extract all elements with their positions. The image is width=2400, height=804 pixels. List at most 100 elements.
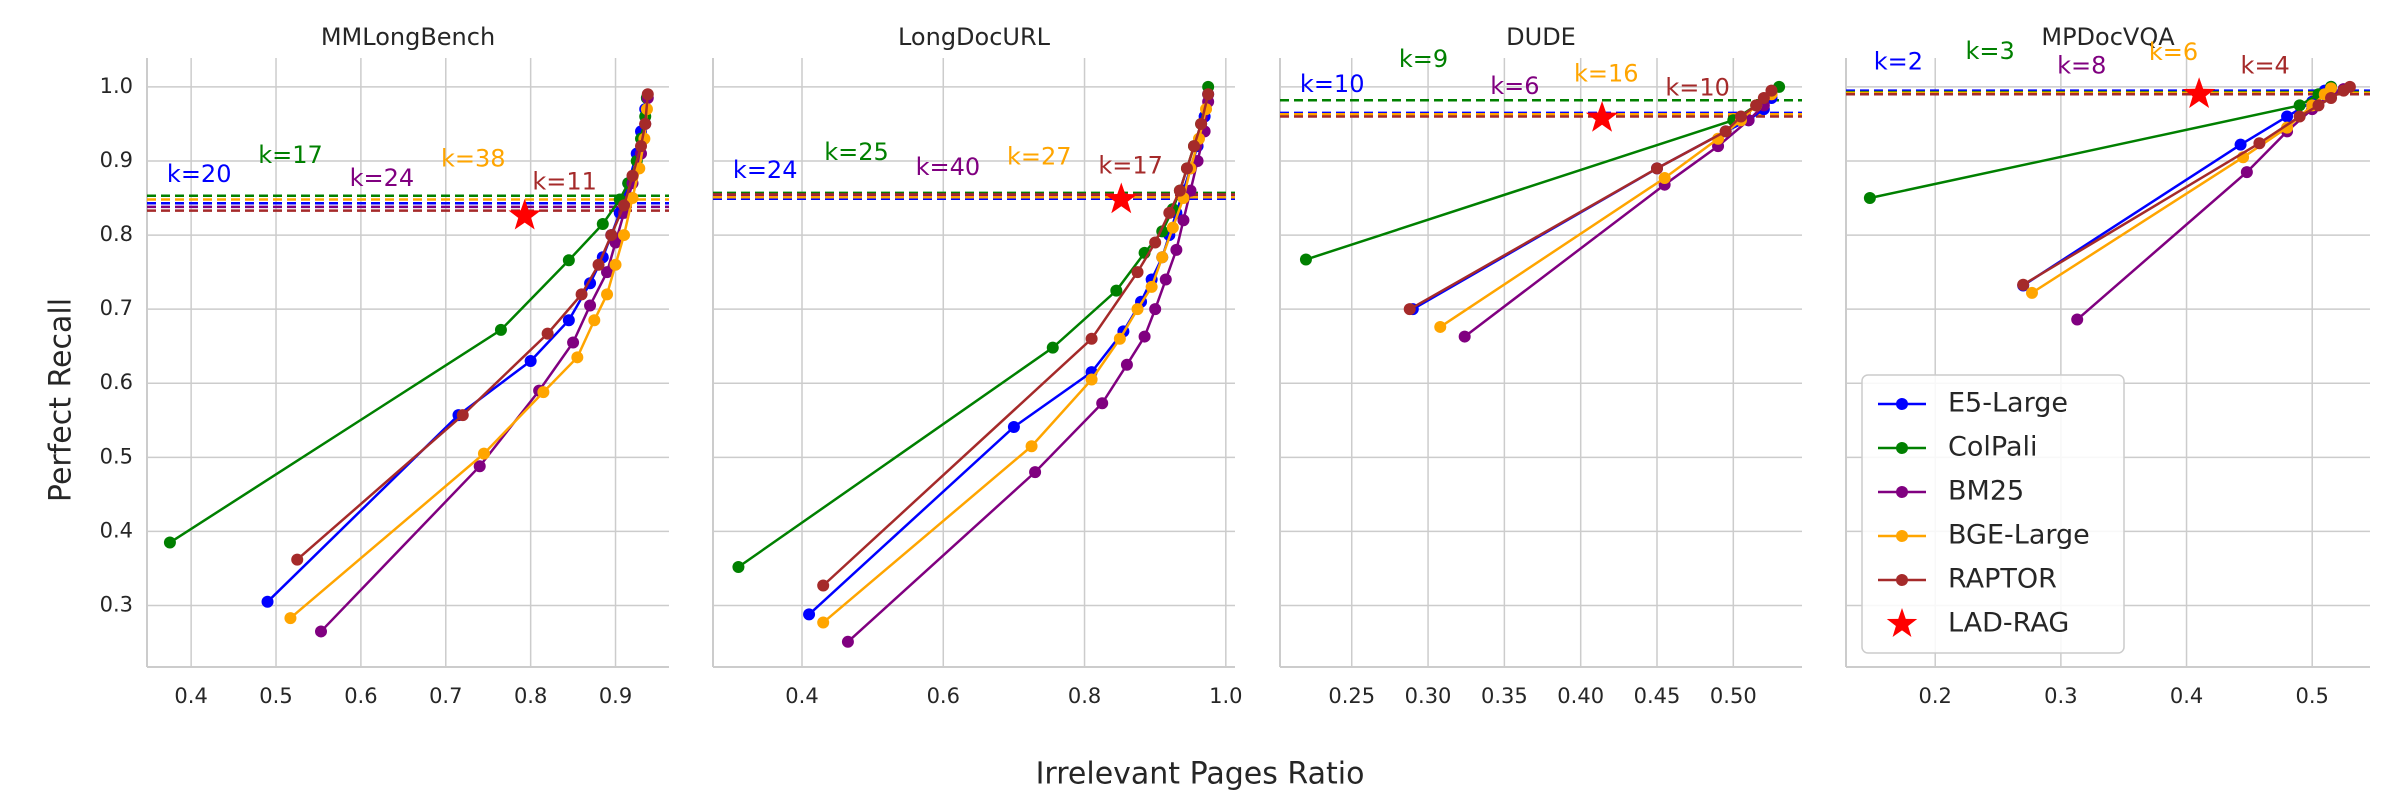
x-tick-label: 0.7 (429, 684, 462, 708)
y-axis-label: Perfect Recall (44, 298, 79, 502)
legend-marker (1896, 442, 1908, 454)
x-tick-label: 0.8 (1068, 684, 1101, 708)
point (2312, 99, 2325, 112)
point (1863, 192, 1876, 205)
point (1299, 253, 1312, 266)
k-label: k=6 (2149, 38, 2198, 66)
point (2025, 286, 2038, 299)
x-tick-label: 0.50 (1710, 684, 1757, 708)
point (1734, 110, 1747, 123)
point (841, 635, 854, 648)
point (1765, 84, 1778, 97)
x-tick-label: 0.8 (514, 684, 547, 708)
legend-marker (1886, 608, 1918, 637)
point (817, 579, 830, 592)
k-label: k=6 (1490, 72, 1539, 100)
point (1110, 284, 1123, 297)
legend-label: LAD-RAG (1948, 608, 2069, 639)
k-label: k=24 (733, 156, 798, 184)
k-label: k=17 (1098, 151, 1163, 179)
point (1046, 341, 1059, 354)
legend-label: ColPali (1948, 432, 2038, 463)
k-label: k=4 (2241, 51, 2290, 79)
x-tick-label: 0.9 (599, 684, 632, 708)
legend-label: BM25 (1948, 476, 2024, 507)
x-tick-label: 0.6 (927, 684, 960, 708)
point (1173, 184, 1186, 197)
point (1007, 420, 1020, 433)
point (609, 258, 622, 271)
point (2240, 166, 2253, 179)
point (163, 536, 176, 549)
k-label: k=20 (167, 160, 232, 188)
legend-label: E5-Large (1948, 388, 2068, 419)
x-tick-label: 0.6 (344, 684, 377, 708)
k-label: k=10 (1665, 74, 1730, 102)
y-tick-label: 0.6 (100, 370, 133, 394)
point (1757, 92, 1770, 105)
point (1149, 303, 1162, 316)
k-label: k=25 (824, 138, 889, 166)
x-tick-label: 0.35 (1481, 684, 1528, 708)
panel: 0.4 0.6 0.8 1.0 LongDocURL k=24 k=25 k=40 k=27 k=… (712, 23, 1243, 708)
y-tick-label: 0.8 (100, 222, 133, 246)
point (1403, 303, 1416, 316)
point (1029, 466, 1042, 479)
k-label: k=17 (258, 141, 323, 169)
point (571, 351, 584, 364)
legend-marker (1896, 398, 1908, 410)
point (1120, 358, 1133, 371)
point (596, 217, 609, 230)
x-tick-label: 0.45 (1634, 684, 1681, 708)
legend: E5-Large ColPali BM25 BGE-Large RAPTOR LAD-RA… (1861, 374, 2125, 654)
x-tick-label: 0.40 (1557, 684, 1604, 708)
x-axis-label: Irrelevant Pages Ratio (1036, 757, 1365, 792)
k-label: k=8 (2057, 51, 2106, 79)
point (291, 553, 304, 566)
point (626, 192, 639, 205)
point (1170, 243, 1183, 256)
point (1163, 206, 1176, 219)
y-tick-label: 0.4 (100, 518, 133, 542)
point (1145, 280, 1158, 293)
x-tick-label: 0.30 (1405, 684, 1452, 708)
point (2325, 92, 2338, 105)
legend-marker (1896, 574, 1908, 586)
y-tick-label: 0.3 (100, 593, 133, 617)
point (634, 140, 647, 153)
point (1131, 303, 1144, 316)
k-label: k=16 (1574, 59, 1639, 87)
legend-marker (1896, 530, 1908, 542)
point (575, 288, 588, 301)
point (1651, 162, 1663, 175)
point (1025, 440, 1038, 453)
point (473, 460, 486, 473)
point (2293, 110, 2306, 123)
point (626, 169, 639, 182)
legend-label: BGE-Large (1948, 520, 2090, 551)
point (2234, 138, 2247, 151)
point (494, 323, 507, 336)
point (1658, 172, 1671, 185)
star-marker (2182, 77, 2216, 109)
point (588, 314, 601, 327)
point (1195, 117, 1208, 130)
k-label: k=9 (1399, 45, 1448, 73)
point (1138, 330, 1151, 343)
x-tick-label: 0.4 (2170, 684, 2203, 708)
point (803, 608, 816, 621)
x-tick-label: 1.0 (1209, 684, 1242, 708)
series-line (822, 108, 1208, 624)
point (1434, 320, 1447, 333)
k-label: k=10 (1300, 70, 1365, 98)
legend-label: RAPTOR (1948, 564, 2057, 595)
point (1177, 214, 1190, 227)
star-marker (1585, 101, 1619, 132)
x-tick-label: 0.3 (2044, 684, 2077, 708)
panel-title: MMLongBench (321, 23, 495, 51)
x-tick-label: 0.25 (1328, 684, 1375, 708)
point (567, 336, 580, 349)
point (261, 595, 274, 608)
k-label: k=40 (916, 153, 981, 181)
